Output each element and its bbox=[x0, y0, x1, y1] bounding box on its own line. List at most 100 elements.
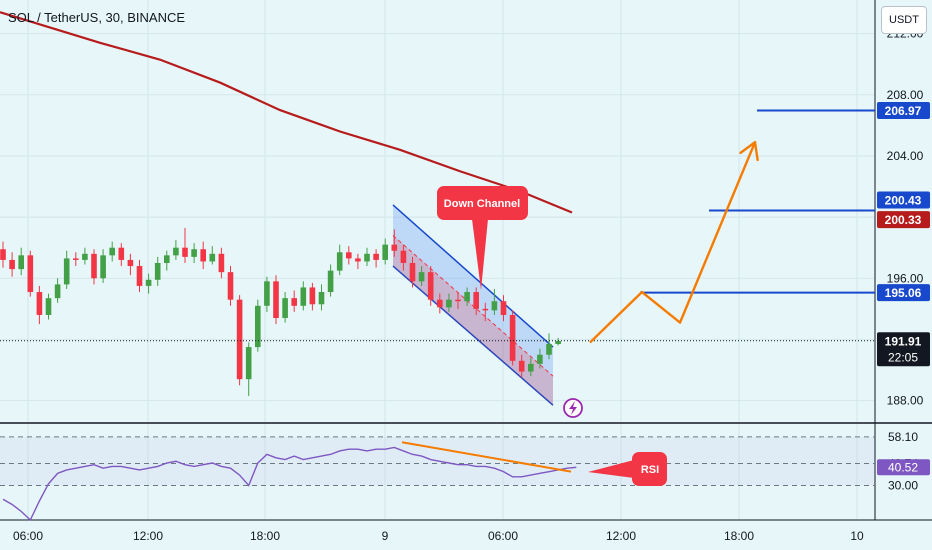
candle-body bbox=[255, 305, 261, 348]
rsi-callout bbox=[632, 452, 667, 486]
candle-body bbox=[18, 255, 24, 270]
candle-body bbox=[54, 284, 61, 299]
candle-body bbox=[336, 252, 343, 271]
price-label-text: 195.06 bbox=[885, 286, 922, 300]
lightning-bolt bbox=[569, 401, 577, 415]
candle-body bbox=[482, 308, 489, 311]
price-levels bbox=[0, 109, 875, 342]
candle-body bbox=[264, 281, 270, 306]
candle-body bbox=[418, 272, 425, 282]
lightning-icon bbox=[563, 398, 583, 418]
candle-body bbox=[327, 270, 334, 293]
candle-body bbox=[491, 301, 498, 311]
candle-body bbox=[409, 262, 416, 282]
candle-body bbox=[200, 249, 206, 262]
candle-body bbox=[63, 258, 70, 285]
candle-body bbox=[400, 250, 407, 263]
y-tick-label: 196.00 bbox=[887, 271, 924, 285]
candle-body bbox=[245, 347, 252, 380]
x-tick-label: 18:00 bbox=[250, 529, 280, 543]
rsi-divergence-line bbox=[401, 441, 572, 473]
rsi-tick-label: 58.10 bbox=[888, 430, 918, 444]
rsi-label: RSI bbox=[641, 464, 659, 476]
candle-body bbox=[446, 299, 452, 308]
price-label-box bbox=[877, 102, 930, 120]
candle-body bbox=[82, 253, 88, 260]
candle-body bbox=[218, 253, 225, 273]
candle-body bbox=[537, 354, 543, 364]
candle-body bbox=[473, 292, 479, 309]
candle-body bbox=[191, 249, 197, 257]
candle-body bbox=[73, 258, 79, 260]
candles bbox=[0, 227, 561, 397]
down-channel-pointer bbox=[472, 219, 488, 290]
candle-body bbox=[9, 259, 15, 270]
candle-body bbox=[291, 298, 297, 306]
candle-body bbox=[355, 258, 361, 262]
candle-body bbox=[145, 279, 152, 286]
candle-body bbox=[209, 253, 216, 262]
x-tick-label: 10 bbox=[850, 529, 864, 543]
channel-mid bbox=[392, 235, 554, 377]
time-axis[interactable]: 06:00 12:00 18:00 9 06:00 12:00 18:00 10 bbox=[13, 529, 864, 543]
price-label-text: 191.91 bbox=[885, 334, 922, 348]
x-tick-label: 9 bbox=[382, 529, 389, 543]
channel-lower bbox=[392, 265, 554, 406]
arrow-head bbox=[753, 140, 759, 162]
projection-arrow bbox=[589, 140, 759, 344]
candle-body bbox=[318, 292, 325, 305]
candle-body bbox=[464, 292, 470, 302]
callouts: Down Channel RSI bbox=[437, 186, 667, 486]
rsi-pane bbox=[0, 436, 875, 522]
x-tick-label: 12:00 bbox=[133, 529, 163, 543]
x-tick-label: 12:00 bbox=[606, 529, 636, 543]
rsi-tick-label: 30.00 bbox=[888, 478, 918, 492]
candle-body bbox=[273, 281, 279, 319]
candle-body bbox=[364, 253, 370, 262]
candle-body bbox=[309, 287, 316, 305]
price-label-box bbox=[877, 211, 930, 229]
x-tick-label: 06:00 bbox=[13, 529, 43, 543]
price-axis[interactable]: 188.00192.00196.00200.00204.00208.00212.… bbox=[877, 27, 930, 493]
candle-body bbox=[36, 292, 43, 315]
candle-body bbox=[528, 363, 534, 372]
candle-body bbox=[100, 255, 106, 279]
candle-body bbox=[27, 255, 34, 293]
candle-body bbox=[45, 298, 52, 315]
candle-body bbox=[300, 287, 307, 306]
candle-body bbox=[500, 301, 507, 315]
rsi-tick-label: 40.52 bbox=[888, 460, 918, 474]
rsi-pointer bbox=[588, 460, 634, 478]
currency-button[interactable]: USDT bbox=[881, 6, 927, 34]
candle-body bbox=[127, 259, 134, 267]
candle-body bbox=[346, 252, 352, 259]
candle-body bbox=[437, 299, 443, 308]
candle-body bbox=[236, 299, 243, 380]
candle-body bbox=[0, 249, 6, 260]
rsi-value-box bbox=[877, 459, 930, 476]
candle-body bbox=[373, 253, 379, 260]
candle-body bbox=[173, 247, 179, 256]
y-tick-label: 188.00 bbox=[887, 394, 924, 408]
candle-body bbox=[391, 244, 398, 251]
moving-average bbox=[0, 11, 573, 214]
down-channel-label: Down Channel bbox=[444, 198, 520, 210]
candle-body bbox=[136, 266, 143, 286]
price-label-box bbox=[877, 191, 930, 209]
candle-body bbox=[164, 255, 170, 263]
candle-body bbox=[227, 272, 234, 300]
candle-body bbox=[427, 272, 434, 300]
candle-body bbox=[555, 340, 561, 345]
x-tick-label: 18:00 bbox=[724, 529, 754, 543]
chart-title: SOL / TetherUS, 30, BINANCE bbox=[8, 10, 186, 25]
candle-body bbox=[382, 244, 388, 260]
ma-line bbox=[0, 11, 573, 214]
price-label-countdown: 22:05 bbox=[888, 350, 918, 364]
price-label-text: 200.33 bbox=[885, 213, 922, 227]
candle-body bbox=[118, 247, 125, 260]
price-label-text: 200.43 bbox=[885, 194, 922, 208]
candle-body bbox=[109, 247, 115, 256]
price-label-box bbox=[877, 284, 930, 302]
arrow-path bbox=[589, 141, 757, 344]
